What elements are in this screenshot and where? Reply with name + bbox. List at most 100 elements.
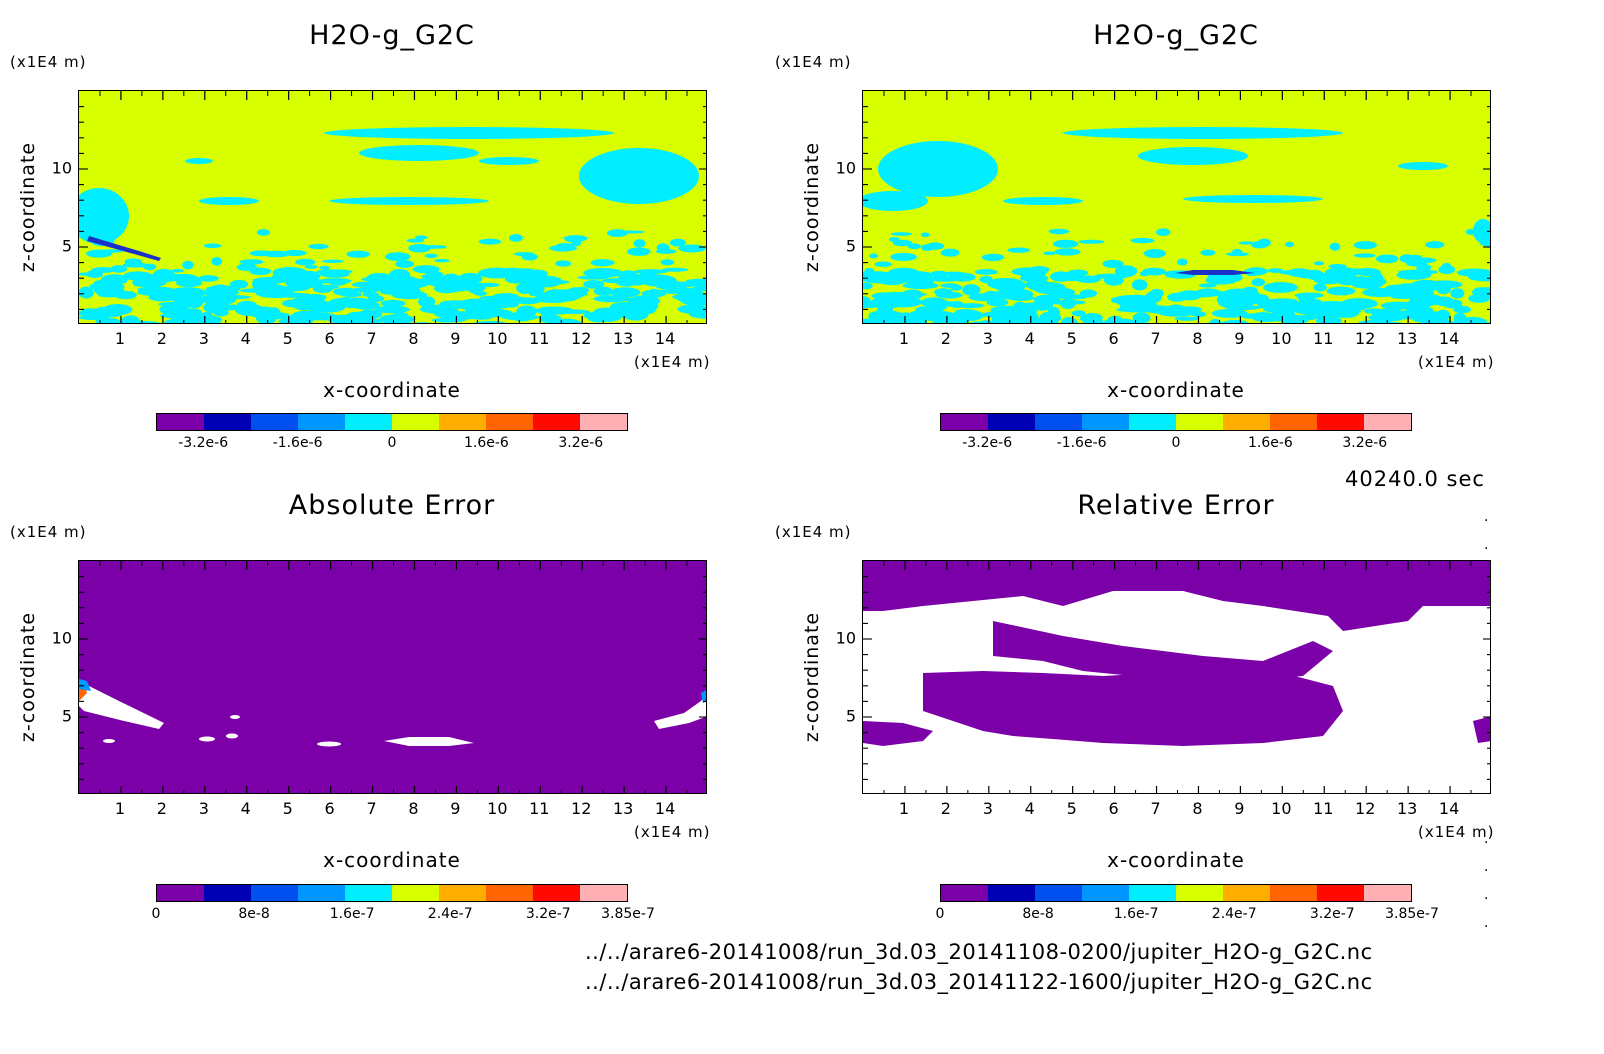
turbulence-blob [920, 297, 948, 308]
turbulence-blob [577, 275, 610, 280]
x-tick-label: 9 [450, 329, 461, 348]
turbulence-blob [892, 239, 913, 247]
turbulence-blob [935, 291, 963, 299]
x-tick-label: 8 [408, 329, 419, 348]
turbulence-blob [1156, 228, 1171, 236]
turbulence-blob [346, 250, 370, 258]
colorbar-cell [1364, 414, 1411, 430]
x-tick-label: 4 [1024, 799, 1035, 818]
field-background [79, 561, 706, 793]
x-tick-label: 11 [529, 799, 550, 818]
time-label: 40240.0 sec [1345, 467, 1485, 491]
heatmap-plot-area [862, 560, 1491, 794]
turbulence-blob [102, 278, 128, 285]
turbulence-blob [272, 267, 308, 279]
y-tick-label: 10 [51, 158, 72, 178]
cloud-patch [863, 191, 928, 211]
turbulence-blob [981, 311, 1006, 318]
x-tick-label: 1 [114, 799, 126, 818]
turbulence-blob [940, 283, 960, 288]
y-tick-label: 10 [835, 628, 856, 648]
colorbar [156, 413, 628, 431]
turbulence-blob [252, 311, 291, 320]
turbulence-blob [1407, 254, 1423, 259]
turbulence-blob [941, 271, 966, 276]
x-unit-label: (x1E4 m) [634, 823, 711, 841]
turbulence-blob [395, 260, 415, 268]
turbulence-blob [556, 243, 575, 249]
turbulence-blob [321, 259, 344, 263]
turbulence-blob [555, 260, 572, 267]
x-tick-label: 14 [1438, 799, 1460, 818]
turbulence-blob [560, 320, 576, 323]
turbulence-blob [689, 310, 706, 319]
turbulence-blob [672, 294, 697, 300]
turbulence-blob [513, 297, 542, 305]
turbulence-blob [593, 295, 630, 303]
colorbar-cell [345, 414, 392, 430]
decorative-dots: .... [1484, 831, 1489, 931]
chart-title: Absolute Error [288, 490, 496, 521]
turbulence-blob [1139, 271, 1150, 277]
turbulence-blob [1079, 289, 1098, 298]
x-tick-label: 9 [1234, 329, 1245, 348]
turbulence-blob [1353, 253, 1376, 258]
colorbar-tick-label: 3.2e-6 [1342, 435, 1388, 451]
turbulence-blob [308, 243, 329, 250]
cloud-patch [1473, 219, 1490, 243]
turbulence-blob [1221, 319, 1250, 323]
turbulence-blob [461, 302, 486, 311]
colorbar-cell [1176, 414, 1223, 430]
x-tick-label: 10 [1271, 329, 1292, 348]
y-unit-label: (x1E4 m) [775, 53, 852, 71]
y-axis-label: z-coordinate [801, 611, 823, 743]
file-path-1: ../../arare6-20141008/run_3d.03_20141108… [585, 940, 1373, 964]
colorbar-cell [1129, 414, 1176, 430]
turbulence-blob [870, 296, 907, 309]
turbulence-blob [869, 253, 879, 259]
colorbar-tick-label: 3.85e-7 [1385, 906, 1439, 922]
turbulence-blob [863, 271, 889, 278]
colorbar-tick-label: 3.2e-6 [558, 435, 604, 451]
colorbar-cell [580, 885, 627, 901]
cloud-patch [878, 141, 998, 197]
turbulence-blob [1056, 294, 1088, 300]
turbulence-blob [890, 232, 913, 236]
x-tick-label: 1 [898, 329, 910, 348]
colorbar-cell [345, 885, 392, 901]
turbulence-blob [1328, 263, 1347, 269]
turbulence-blob [1468, 293, 1490, 303]
cloud-patch [1183, 195, 1323, 203]
turbulence-blob [863, 282, 873, 290]
turbulence-blob [656, 243, 670, 253]
x-tick-label: 12 [1355, 799, 1376, 818]
x-tick-label: 8 [408, 799, 419, 818]
x-tick-label: 14 [1438, 329, 1460, 348]
error-streak [79, 681, 164, 729]
x-tick-label: 2 [940, 329, 951, 348]
y-tick-label: 5 [61, 236, 72, 256]
turbulence-blob [133, 282, 159, 288]
colorbar-cell [1270, 414, 1317, 430]
turbulence-blob [1412, 311, 1443, 318]
x-tick-label: 3 [982, 329, 993, 348]
turbulence-blob [1054, 248, 1081, 256]
colorbar-tick-label: -1.6e-6 [272, 435, 323, 451]
turbulence-blob [660, 259, 675, 266]
error-spot [103, 739, 115, 743]
turbulence-blob [282, 299, 305, 308]
colorbar-cell [1223, 885, 1270, 901]
turbulence-blob [362, 292, 380, 298]
turbulence-blob [239, 259, 264, 265]
file-path-2: ../../arare6-20141008/run_3d.03_20141122… [585, 970, 1373, 994]
turbulence-blob [902, 282, 939, 290]
x-tick-label: 3 [198, 799, 209, 818]
heatmap-plot-area [862, 90, 1491, 324]
colorbar-tick-label: 3.2e-7 [525, 906, 571, 922]
turbulence-blob [441, 300, 472, 306]
turbulence-blob [1381, 313, 1397, 320]
x-tick-label: 12 [571, 329, 592, 348]
turbulence-blob [1174, 316, 1200, 321]
colorbar [940, 413, 1412, 431]
colorbar-cell [533, 885, 580, 901]
